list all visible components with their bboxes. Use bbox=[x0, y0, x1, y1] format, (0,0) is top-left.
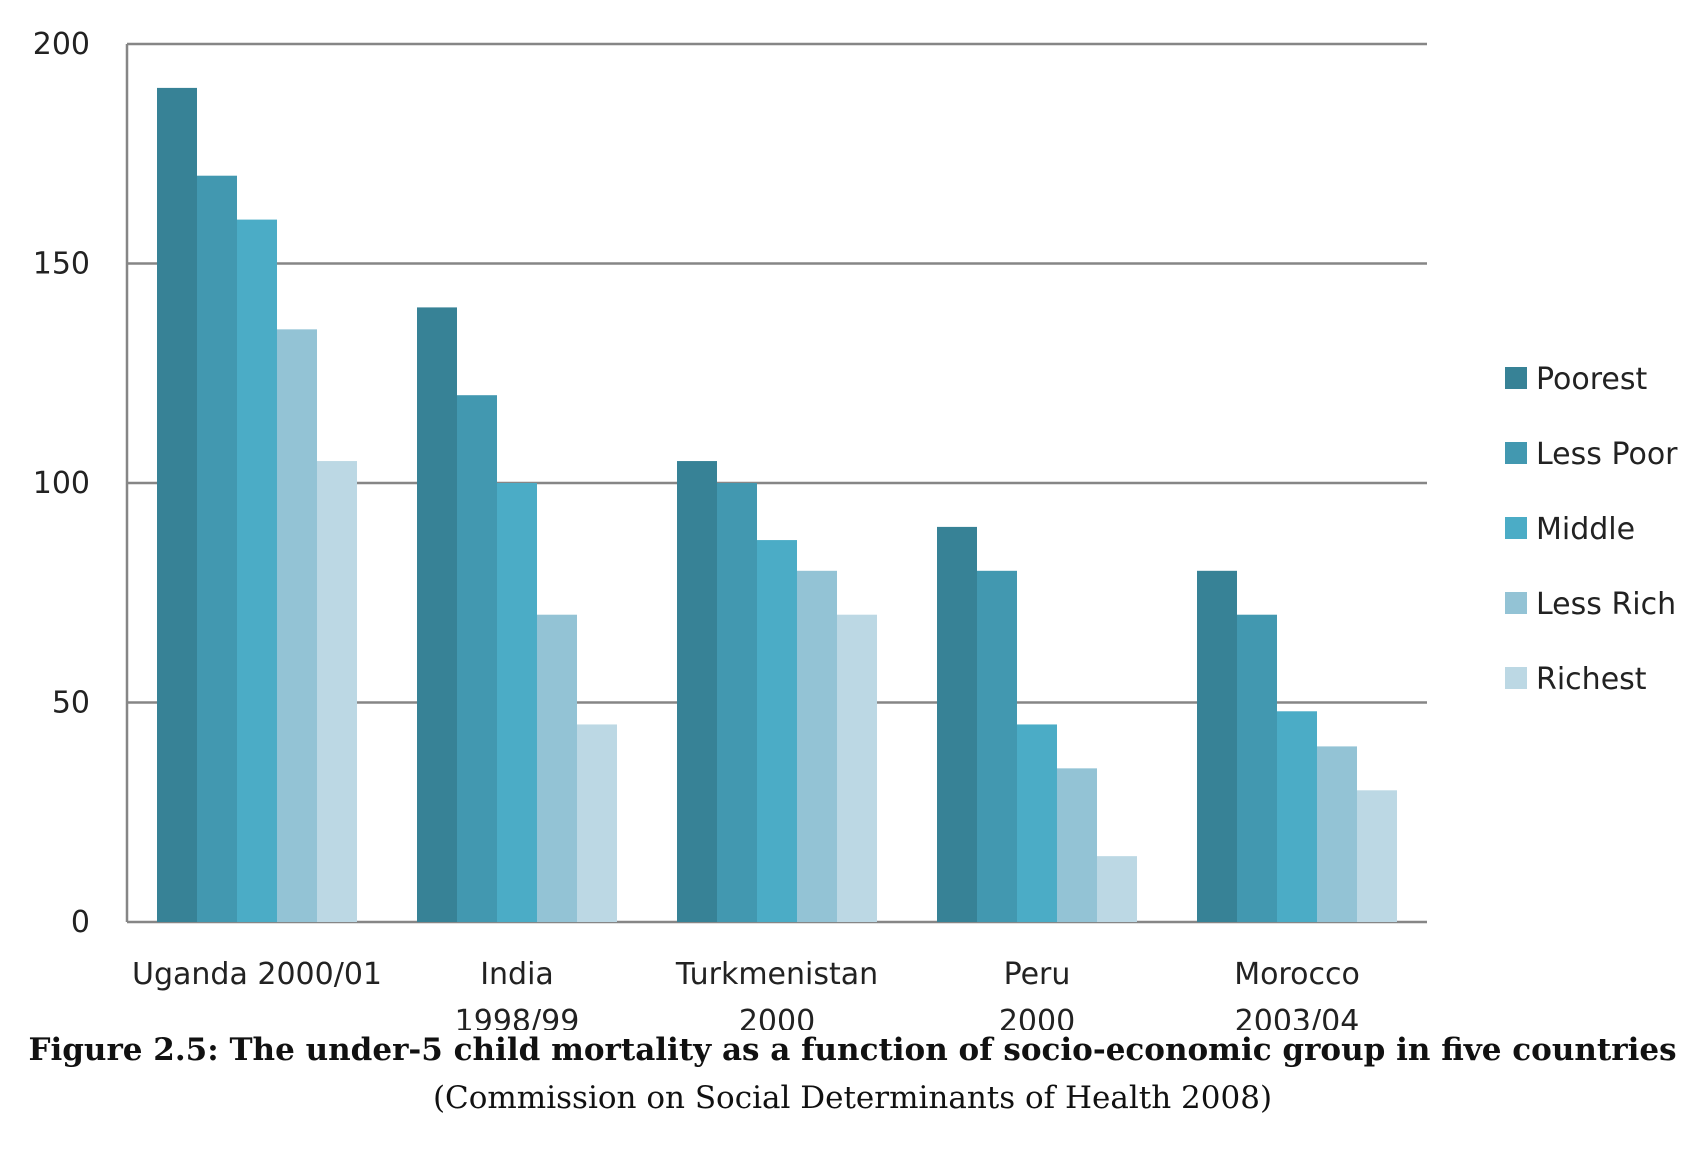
bar-richest-4 bbox=[1357, 790, 1397, 922]
legend-swatch bbox=[1505, 592, 1527, 614]
bar-middle-3 bbox=[1017, 724, 1057, 922]
legend-swatch bbox=[1505, 667, 1527, 689]
figure-caption-title: Figure 2.5: The under-5 child mortality … bbox=[28, 1032, 1677, 1068]
bar-richest-1 bbox=[577, 724, 617, 922]
x-tick-label: Peru bbox=[1004, 957, 1071, 992]
x-tick-label: 2003/04 bbox=[1235, 1004, 1360, 1030]
bar-poorest-0 bbox=[157, 87, 197, 922]
bar-poorest-1 bbox=[417, 307, 457, 922]
bar-poorest-4 bbox=[1197, 570, 1237, 922]
x-tick-label: Turkmenistan bbox=[675, 957, 878, 992]
y-tick-label: 100 bbox=[33, 466, 90, 501]
bar-middle-0 bbox=[237, 219, 277, 923]
y-axis-ticks: 0 50 100 150 200 bbox=[33, 27, 90, 940]
x-tick-label: 2000 bbox=[739, 1004, 815, 1030]
bar-less-poor-4 bbox=[1237, 614, 1277, 922]
y-tick-label: 50 bbox=[52, 686, 90, 721]
bar-richest-2 bbox=[837, 614, 877, 922]
bar-less-rich-1 bbox=[537, 614, 577, 922]
bar-middle-2 bbox=[757, 540, 797, 922]
y-tick-label: 150 bbox=[33, 247, 90, 282]
bar-less-rich-4 bbox=[1317, 746, 1357, 922]
bar-less-rich-2 bbox=[797, 570, 837, 922]
legend-swatch bbox=[1505, 367, 1527, 389]
bar-less-poor-2 bbox=[717, 483, 757, 922]
x-tick-label: Uganda 2000/01 bbox=[132, 957, 382, 992]
bar-less-poor-0 bbox=[197, 175, 237, 922]
bar-less-poor-3 bbox=[977, 570, 1017, 922]
y-tick-label: 0 bbox=[71, 905, 90, 940]
bar-richest-0 bbox=[317, 461, 357, 922]
bar-chart: 0 50 100 150 200 Uganda 2000/01 India 1998/99 T… bbox=[33, 27, 1678, 1030]
figure-caption-source: (Commission on Social Determinants of He… bbox=[432, 1080, 1273, 1116]
bar-richest-3 bbox=[1097, 856, 1137, 922]
legend-label: Less Rich bbox=[1536, 587, 1676, 622]
bar-poorest-2 bbox=[677, 461, 717, 922]
bar-less-rich-3 bbox=[1057, 768, 1097, 922]
x-tick-label: 2000 bbox=[999, 1004, 1075, 1030]
legend-swatch bbox=[1505, 442, 1527, 464]
y-tick-label: 200 bbox=[33, 27, 90, 62]
legend-label: Less Poor bbox=[1536, 437, 1678, 472]
x-tick-label: India bbox=[480, 957, 554, 992]
x-axis-labels: Uganda 2000/01 India 1998/99 Turkmenistan 20… bbox=[132, 957, 1360, 1030]
x-tick-label: 1998/99 bbox=[455, 1004, 580, 1030]
x-tick-label: Morocco bbox=[1234, 957, 1360, 992]
bar-poorest-3 bbox=[937, 526, 977, 922]
bar-less-rich-0 bbox=[277, 329, 317, 923]
legend-label: Richest bbox=[1536, 662, 1647, 697]
bar-middle-1 bbox=[497, 483, 537, 922]
bar-middle-4 bbox=[1277, 711, 1317, 922]
legend-label: Middle bbox=[1536, 512, 1635, 547]
bar-less-poor-1 bbox=[457, 395, 497, 922]
legend-label: Poorest bbox=[1536, 362, 1647, 397]
bars bbox=[157, 87, 1397, 923]
legend: Poorest Less Poor Middle Less Rich Richest bbox=[1505, 362, 1678, 697]
legend-swatch bbox=[1505, 517, 1527, 539]
